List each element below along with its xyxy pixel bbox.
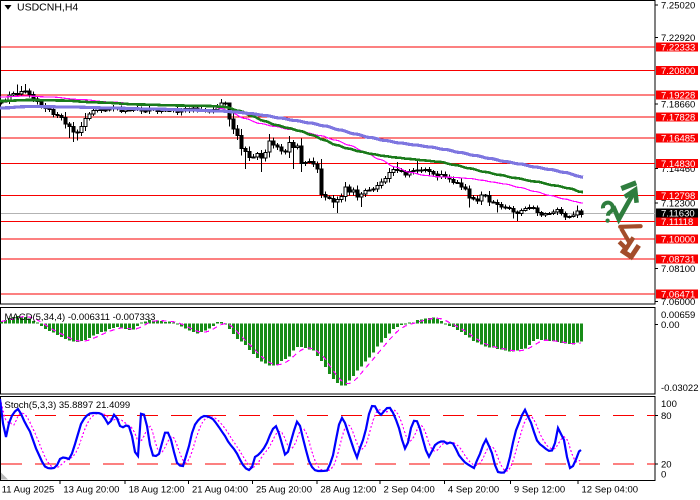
svg-text:7.22920: 7.22920 (661, 33, 695, 44)
svg-text:7.16485: 7.16485 (661, 133, 695, 144)
svg-text:20: 20 (661, 460, 672, 471)
svg-text:7.22333: 7.22333 (661, 42, 695, 53)
svg-text:28 Aug 12:00: 28 Aug 12:00 (320, 485, 376, 496)
svg-text:7.11118: 7.11118 (661, 217, 693, 228)
svg-text:25 Aug 20:00: 25 Aug 20:00 (256, 485, 312, 496)
svg-text:7.06471: 7.06471 (661, 290, 695, 301)
svg-text:7.10000: 7.10000 (661, 235, 695, 246)
svg-text:13 Aug 20:00: 13 Aug 20:00 (63, 485, 119, 496)
svg-text:USDCNH,H4: USDCNH,H4 (17, 2, 78, 14)
svg-text:7.20800: 7.20800 (661, 66, 695, 77)
svg-text:7.14830: 7.14830 (661, 159, 695, 170)
svg-text:Stoch(5,3,3) 35.8897 21.4099: Stoch(5,3,3) 35.8897 21.4099 (5, 400, 131, 411)
svg-text:7.06000: 7.06000 (661, 297, 695, 308)
svg-text:21 Aug 04:00: 21 Aug 04:00 (192, 485, 248, 496)
svg-text:100: 100 (661, 399, 677, 410)
svg-text:7.19228: 7.19228 (661, 91, 695, 102)
svg-text:MACD(5,34,4) -0.006311 -0.0073: MACD(5,34,4) -0.006311 -0.007333 (5, 312, 156, 323)
svg-text:7.12300: 7.12300 (661, 199, 695, 210)
svg-text:0: 0 (661, 470, 666, 481)
svg-text:80: 80 (661, 411, 672, 422)
svg-text:11 Aug 2025: 11 Aug 2025 (2, 485, 55, 496)
svg-text:2 Sep 04:00: 2 Sep 04:00 (384, 485, 435, 496)
svg-text:-0.03022: -0.03022 (661, 383, 699, 394)
svg-text:7.08100: 7.08100 (661, 264, 695, 275)
svg-text:7.17828: 7.17828 (661, 113, 695, 124)
svg-text:4 Sep 20:00: 4 Sep 20:00 (448, 485, 499, 496)
svg-text:7.11630: 7.11630 (661, 209, 695, 220)
svg-text:12 Sep 04:00: 12 Sep 04:00 (582, 485, 639, 496)
svg-text:18 Aug 12:00: 18 Aug 12:00 (129, 485, 185, 496)
svg-text:0.00659: 0.00659 (661, 310, 695, 321)
svg-text:0.00: 0.00 (661, 320, 680, 331)
svg-text:7.18660: 7.18660 (661, 100, 695, 111)
svg-text:9 Sep 12:00: 9 Sep 12:00 (514, 485, 565, 496)
svg-text:7.08731: 7.08731 (661, 254, 695, 265)
svg-text:7.25020: 7.25020 (661, 1, 695, 12)
svg-text:7.12798: 7.12798 (661, 191, 695, 202)
svg-text:7.14460: 7.14460 (661, 164, 695, 175)
